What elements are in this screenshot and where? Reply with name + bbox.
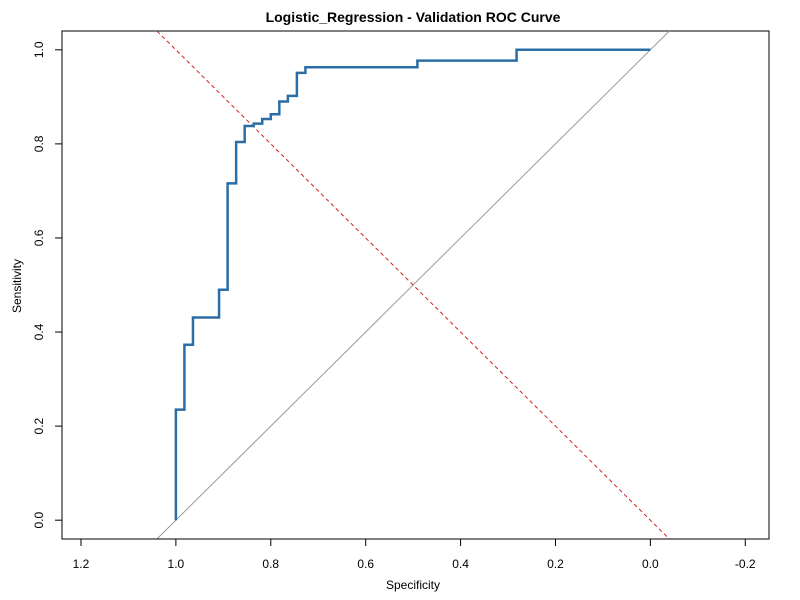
y-tick-label: 0.2 <box>32 417 46 434</box>
x-tick-label: -0.2 <box>735 557 756 571</box>
y-tick-label: 1.0 <box>32 41 46 58</box>
y-axis: 0.0 0.2 0.4 0.6 0.8 1.0 <box>32 41 63 529</box>
x-axis: 1.2 1.0 0.8 0.6 0.4 0.2 0.0 -0.2 <box>73 538 756 571</box>
y-axis-label: Sensitivity <box>10 259 24 313</box>
y-tick-label: 0.0 <box>32 512 46 529</box>
x-tick-label: 0.4 <box>452 557 469 571</box>
x-tick-label: 1.0 <box>168 557 185 571</box>
x-axis-label: Specificity <box>386 578 440 592</box>
x-tick-label: 0.2 <box>547 557 564 571</box>
y-tick-label: 0.8 <box>32 135 46 152</box>
chart-title: Logistic_Regression - Validation ROC Cur… <box>266 9 561 25</box>
plot-frame <box>61 30 770 540</box>
y-tick-label: 0.4 <box>32 323 46 340</box>
plot-area <box>156 30 670 540</box>
x-tick-label: 0.6 <box>357 557 374 571</box>
x-tick-label: 0.0 <box>642 557 659 571</box>
x-tick-label: 1.2 <box>73 557 90 571</box>
roc-curve-line <box>174 48 651 521</box>
x-tick-label: 0.8 <box>262 557 279 571</box>
y-tick-label: 0.6 <box>32 229 46 246</box>
reference-line-line <box>156 30 670 540</box>
